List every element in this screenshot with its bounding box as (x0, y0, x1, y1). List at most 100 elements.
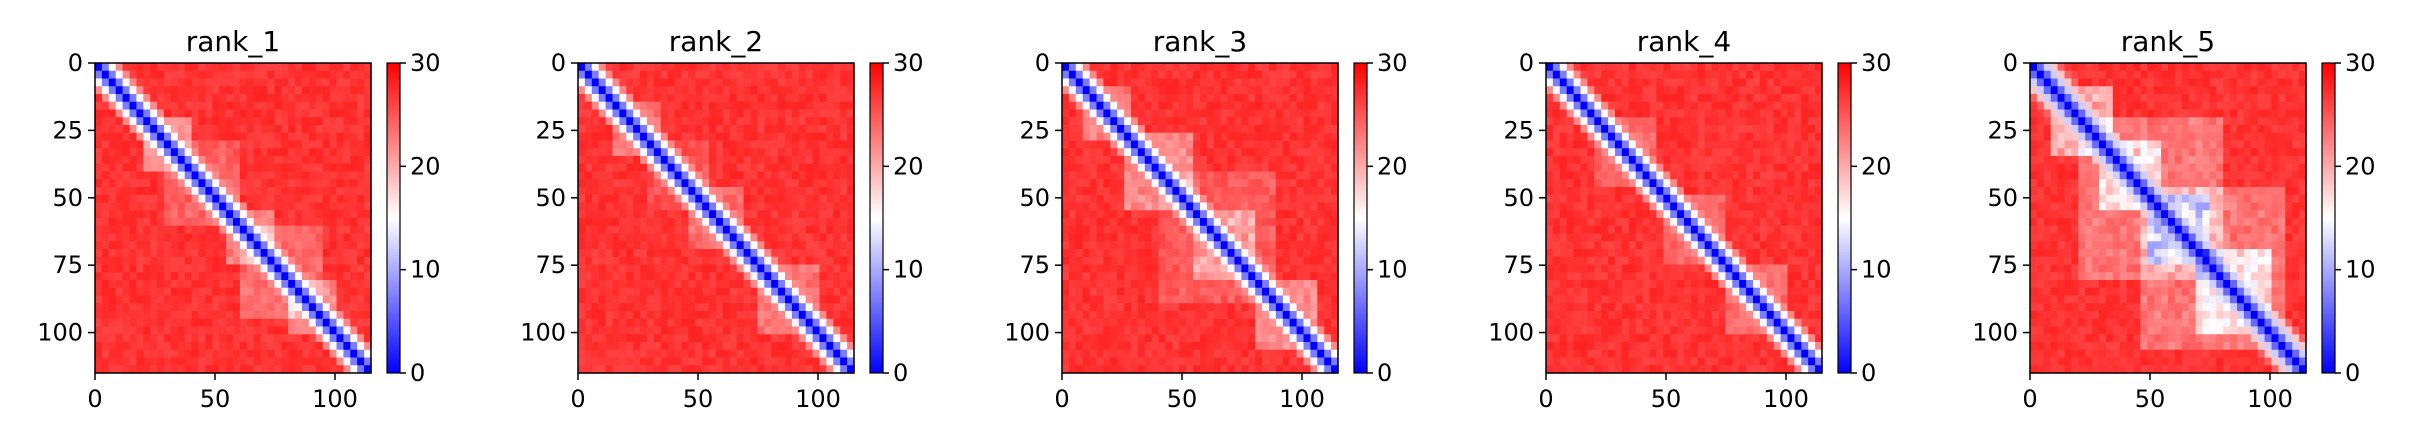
heatmap-cell (578, 233, 586, 242)
heatmap-cell (840, 94, 848, 103)
heatmap-cell (591, 287, 600, 297)
heatmap-cell (709, 318, 717, 328)
heatmap-cell (1137, 326, 1146, 335)
heatmap-cell (771, 132, 779, 142)
heatmap-cell (288, 256, 296, 266)
heatmap-cell (170, 202, 179, 211)
heatmap-cell (660, 156, 669, 165)
heatmap-cell (302, 179, 310, 188)
heatmap-cell (1117, 94, 1125, 103)
heatmap-cell (833, 156, 841, 165)
heatmap-cell (819, 241, 827, 250)
heatmap-cell (239, 101, 248, 111)
heatmap-cell (647, 249, 655, 258)
heatmap-cell (1275, 70, 1284, 80)
heatmap-cell (633, 202, 641, 211)
heatmap-cell (288, 132, 296, 142)
heatmap-cell (709, 132, 717, 142)
heatmap-cell (612, 357, 620, 366)
heatmap-cell (1248, 171, 1256, 180)
heatmap-cell (584, 187, 593, 196)
heatmap-cell (336, 272, 344, 281)
heatmap-cell (750, 202, 758, 211)
heatmap-cell (1303, 125, 1311, 134)
heatmap-cell (1151, 256, 1160, 266)
heatmap-cell (143, 349, 151, 359)
heatmap-cell (647, 179, 655, 188)
heatmap-cell (267, 272, 275, 281)
heatmap-cell (688, 318, 696, 328)
heatmap-cell (101, 349, 110, 359)
heatmap-cell (1186, 86, 1194, 95)
heatmap-cell (1262, 264, 1270, 273)
heatmap-cell (198, 349, 206, 359)
heatmap-cell (295, 342, 303, 351)
heatmap-cell (591, 233, 600, 242)
heatmap-cell (95, 94, 103, 103)
heatmap-cell (1117, 264, 1125, 273)
heatmap-cell (660, 233, 669, 242)
heatmap-cell (295, 311, 303, 320)
heatmap-cell (805, 70, 814, 80)
heatmap-cell (819, 326, 827, 335)
heatmap-cell (764, 163, 772, 173)
heatmap-cell (1110, 342, 1118, 351)
heatmap-cell (1117, 140, 1125, 149)
heatmap-cell (736, 357, 745, 366)
heatmap-cell (1206, 156, 1215, 165)
heatmap-cell (1193, 249, 1201, 258)
heatmap-cell (1158, 280, 1167, 289)
heatmap-cell (164, 179, 172, 188)
heatmap-cell (612, 101, 620, 111)
heatmap-cell (633, 264, 641, 273)
heatmap-cell (1220, 365, 1229, 374)
heatmap-cell (164, 272, 172, 281)
heatmap-cell (612, 171, 620, 180)
heatmap-cell (1131, 117, 1139, 126)
heatmap-cell (198, 342, 206, 351)
heatmap-cell (1331, 218, 1339, 227)
heatmap-cell (1303, 171, 1311, 180)
heatmap-cell (1165, 334, 1173, 343)
heatmap-cell (274, 218, 282, 227)
heatmap-cell (157, 318, 165, 328)
heatmap-cell (1117, 132, 1125, 142)
heatmap-cell (198, 311, 206, 320)
heatmap-cell (1725, 70, 1733, 80)
heatmap-cell (295, 117, 303, 126)
heatmap-cell (1096, 148, 1104, 157)
heatmap-cell (798, 357, 807, 366)
heatmap-cell (847, 86, 855, 95)
heatmap-cell (357, 295, 365, 304)
heatmap-cell (1552, 78, 1561, 87)
heatmap-cell (640, 264, 648, 273)
heatmap-cell (226, 280, 234, 289)
heatmap-cell (274, 264, 282, 273)
heatmap-cell (764, 70, 772, 80)
heatmap-cell (674, 132, 683, 142)
heatmap-cell (1213, 94, 1222, 103)
heatmap-cell (1068, 241, 1077, 250)
heatmap-cell (805, 342, 814, 351)
heatmap-cell (584, 334, 593, 343)
heatmap-cell (1186, 140, 1194, 149)
heatmap-cell (295, 357, 303, 366)
heatmap-cell (1075, 86, 1084, 95)
heatmap-cell (239, 311, 248, 320)
heatmap-cell (1117, 272, 1125, 281)
heatmap-cell (688, 94, 696, 103)
heatmap-cell (702, 171, 710, 180)
heatmap-cell (1193, 171, 1201, 180)
heatmap-cell (640, 249, 648, 258)
heatmap-cell (198, 78, 206, 87)
heatmap-cell (129, 295, 137, 304)
heatmap-cell (1158, 225, 1167, 235)
heatmap-cell (833, 117, 841, 126)
heatmap-cell (143, 70, 151, 80)
heatmap-cell (1310, 349, 1318, 359)
heatmap-cell (115, 125, 124, 134)
heatmap-cell (1718, 63, 1726, 72)
heatmap-cell (812, 326, 821, 335)
heatmap-cell (1131, 241, 1139, 250)
heatmap-cell (743, 202, 752, 211)
